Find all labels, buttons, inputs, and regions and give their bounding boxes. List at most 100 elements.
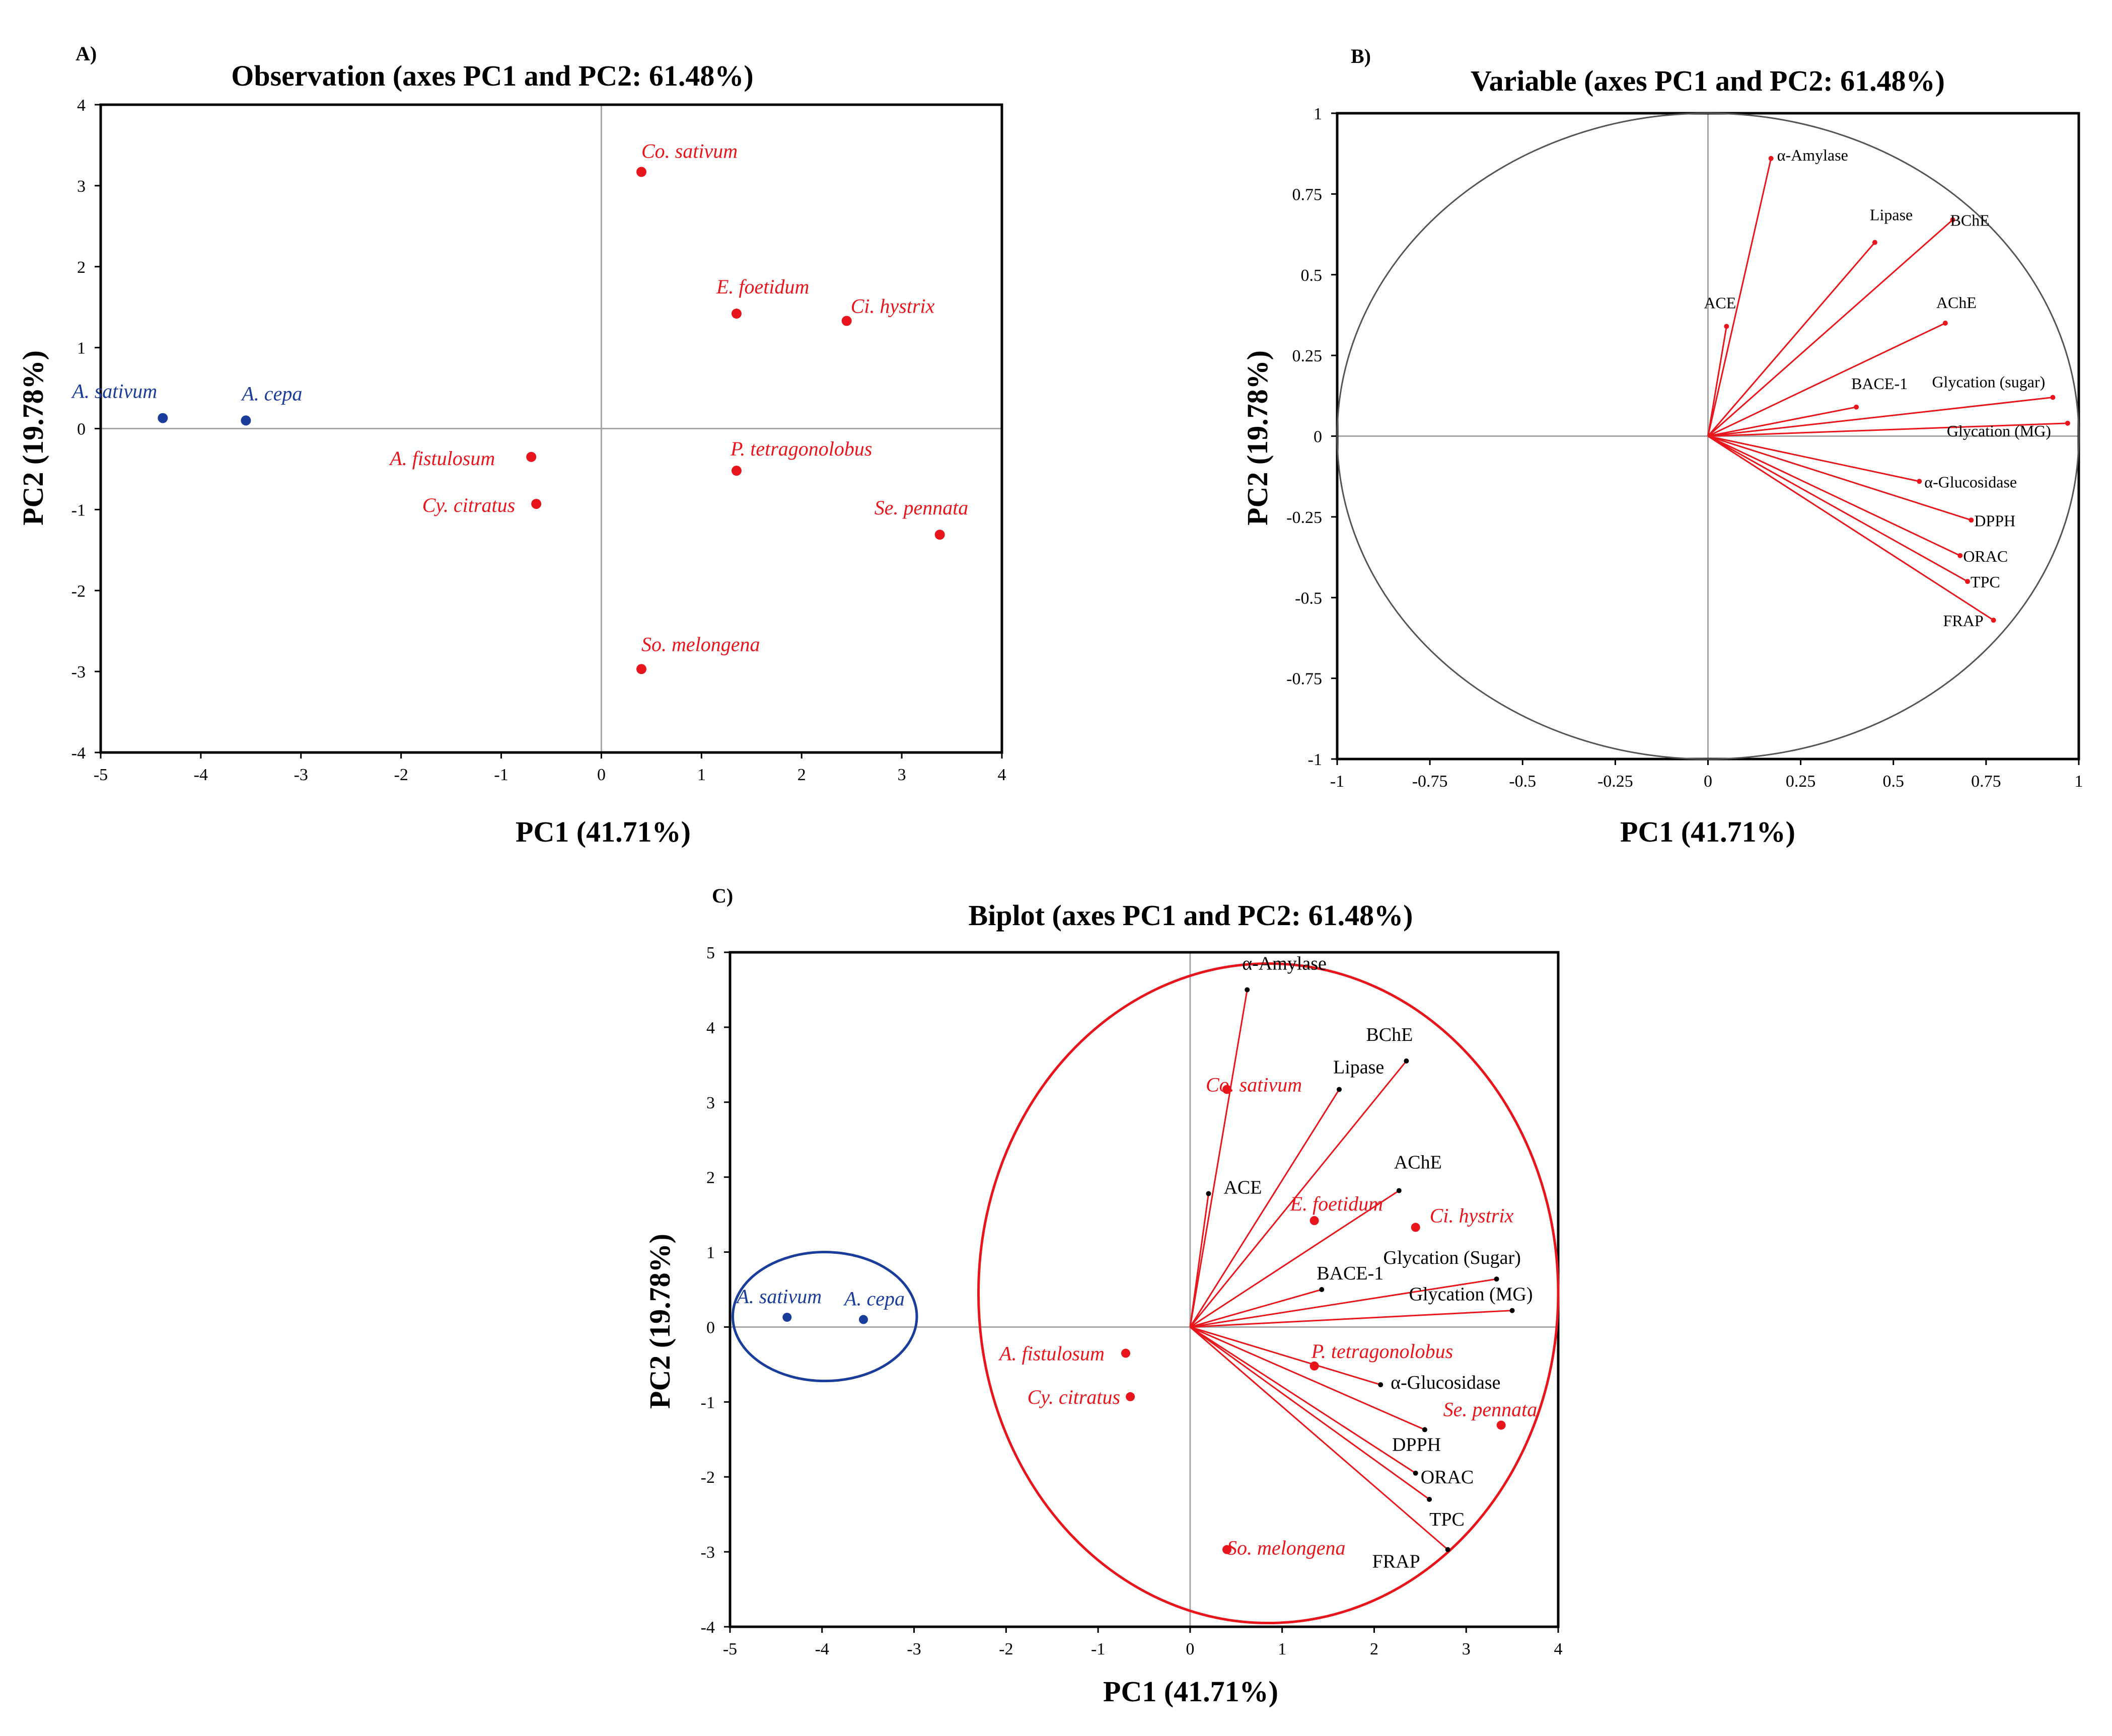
b-vector-label-ache: AChE <box>1936 293 1977 312</box>
a-point-a-sativum <box>158 413 168 423</box>
c-point-label-co-sativum: Co. sativum <box>1206 1073 1302 1096</box>
c-vector-label-glucosidase: α-Glucosidase <box>1391 1372 1500 1393</box>
c-x-tick-label: -5 <box>723 1640 737 1658</box>
b-vector-glycation-sugar <box>1708 397 2053 437</box>
b-x-tick-label: -1 <box>1330 772 1344 791</box>
a-y-tick-label: -3 <box>71 663 86 682</box>
c-vector-tip-ache <box>1396 1188 1402 1193</box>
b-y-tick-label: 0.75 <box>1292 185 1323 204</box>
c-vector-label-lipase: Lipase <box>1333 1056 1384 1078</box>
a-point-co-sativum <box>636 167 646 177</box>
a-y-tick-label: 2 <box>77 258 86 277</box>
c-vector-ace <box>1189 1193 1209 1327</box>
b-vector-frap <box>1707 435 1994 621</box>
c-vector-glycation-mg <box>1190 1310 1512 1328</box>
a-y-tick-label: 3 <box>77 177 86 196</box>
c-vector-ache <box>1190 1190 1400 1328</box>
c-vector-label-amylase: α-Amylase <box>1242 953 1327 974</box>
b-vector-tip-frap <box>1991 618 1996 623</box>
b-vector-glucosidase <box>1708 435 1920 482</box>
a-y-tick-label: -2 <box>71 582 86 600</box>
panel-b-xlabel: PC1 (41.71%) <box>1620 815 1795 848</box>
c-y-tick-label: -2 <box>701 1468 715 1487</box>
b-x-tick-label: 0.25 <box>1786 772 1816 791</box>
c-vector-orac <box>1190 1326 1416 1474</box>
c-vector-label-orac: ORAC <box>1421 1467 1474 1488</box>
b-vector-tip-bace-1 <box>1854 404 1859 410</box>
b-y-tick-label: -0.5 <box>1295 589 1322 608</box>
panel-b-tag: B) <box>1351 45 1371 67</box>
a-x-tick-label: 2 <box>797 766 806 784</box>
c-point-label-e-foetidum: E. foetidum <box>1290 1192 1383 1215</box>
c-vector-tip-bace-1 <box>1319 1287 1325 1292</box>
panel-b-ylabel: PC2 (19.78%) <box>1241 350 1274 525</box>
c-x-tick-label: 0 <box>1186 1640 1194 1658</box>
b-vector-label-bche: BChE <box>1950 211 1990 230</box>
b-x-tick-label: 0 <box>1704 772 1712 791</box>
c-point-e-foetidum <box>1309 1216 1319 1226</box>
c-vector-tip-tpc <box>1427 1496 1432 1502</box>
c-y-tick-label: 1 <box>706 1244 715 1262</box>
b-vector-label-dpph: DPPH <box>1974 511 2015 530</box>
a-point-label-so-melongena: So. melongena <box>641 633 760 655</box>
a-point-label-ci-hystrix: Ci. hystrix <box>851 295 935 318</box>
b-vector-bche <box>1707 219 1953 437</box>
b-x-tick-label: 0.5 <box>1883 772 1905 791</box>
panel-a-xlabel: PC1 (41.71%) <box>516 815 691 848</box>
b-vector-tip-lipase <box>1872 240 1877 245</box>
c-vector-bche <box>1189 1060 1407 1328</box>
c-point-label-cy-citratus: Cy. citratus <box>1028 1386 1120 1408</box>
c-point-a-sativum <box>782 1313 792 1322</box>
a-point-ci-hystrix <box>841 316 852 326</box>
a-point-label-a-fistulosum: A. fistulosum <box>388 447 495 470</box>
a-x-tick-label: 3 <box>898 766 906 784</box>
a-x-tick-label: -2 <box>394 766 408 784</box>
c-point-label-a-fistulosum: A. fistulosum <box>998 1342 1105 1365</box>
b-correlation-circle <box>1336 112 2080 760</box>
a-y-tick-label: 4 <box>77 96 86 115</box>
c-point-a-fistulosum <box>1121 1348 1130 1358</box>
b-x-tick-label: 1 <box>2075 772 2083 791</box>
b-vector-tip-orac <box>1957 553 1963 558</box>
b-vector-tip-ache <box>1942 320 1948 326</box>
b-vector-label-orac: ORAC <box>1963 547 2008 565</box>
b-vector-tip-glycation-sugar <box>2050 395 2056 400</box>
b-y-tick-label: -0.25 <box>1286 508 1322 527</box>
b-vector-label-glycation-mg: Glycation (MG) <box>1947 422 2051 440</box>
panel-c: C) Biplot (axes PC1 and PC2: 61.48%) PC1… <box>643 884 1563 1708</box>
c-point-label-a-sativum: A. sativum <box>735 1285 822 1308</box>
c-point-so-melongena <box>1222 1545 1231 1554</box>
c-y-tick-label: -1 <box>701 1393 715 1412</box>
b-y-tick-label: 0 <box>1314 428 1322 446</box>
a-point-so-melongena <box>636 664 646 674</box>
b-vector-dpph <box>1708 435 1972 521</box>
b-y-tick-label: -0.75 <box>1286 670 1322 689</box>
b-x-tick-label: 0.75 <box>1971 772 2001 791</box>
panel-c-title: Biplot (axes PC1 and PC2: 61.48%) <box>969 899 1413 932</box>
b-vector-tip-bche <box>1950 217 1955 222</box>
b-y-tick-label: 0.25 <box>1292 347 1323 365</box>
a-point-label-cy-citratus: Cy. citratus <box>422 494 515 516</box>
c-point-label-p-tetragonolobus: P. tetragonolobus <box>1311 1340 1453 1363</box>
b-vector-orac <box>1707 435 1960 557</box>
a-point-label-se-pennata: Se. pennata <box>875 496 969 519</box>
c-vector-label-glycation-mg: Glycation (MG) <box>1409 1284 1533 1305</box>
c-point-se-pennata <box>1496 1420 1506 1430</box>
c-vector-lipase <box>1189 1089 1340 1328</box>
a-y-tick-label: 1 <box>77 339 86 358</box>
b-vector-tip-glycation-mg <box>2065 420 2070 426</box>
c-y-tick-label: 4 <box>706 1019 715 1037</box>
c-vector-tip-ace <box>1206 1191 1211 1196</box>
c-vector-label-frap: FRAP <box>1372 1551 1420 1572</box>
b-vector-label-tpc: TPC <box>1971 573 2000 591</box>
b-x-tick-label: -0.75 <box>1412 772 1448 791</box>
a-point-a-fistulosum <box>526 451 537 462</box>
b-vector-tip-dpph <box>1969 517 1974 523</box>
b-vector-amylase <box>1707 158 1772 436</box>
c-x-tick-label: 3 <box>1462 1640 1471 1658</box>
b-y-tick-label: 1 <box>1314 105 1322 123</box>
b-vector-glycation-mg <box>1708 422 2068 437</box>
a-point-label-a-sativum: A. sativum <box>70 380 157 403</box>
b-vector-label-bace-1: BACE-1 <box>1851 374 1908 393</box>
b-vector-tip-ace <box>1724 324 1729 329</box>
